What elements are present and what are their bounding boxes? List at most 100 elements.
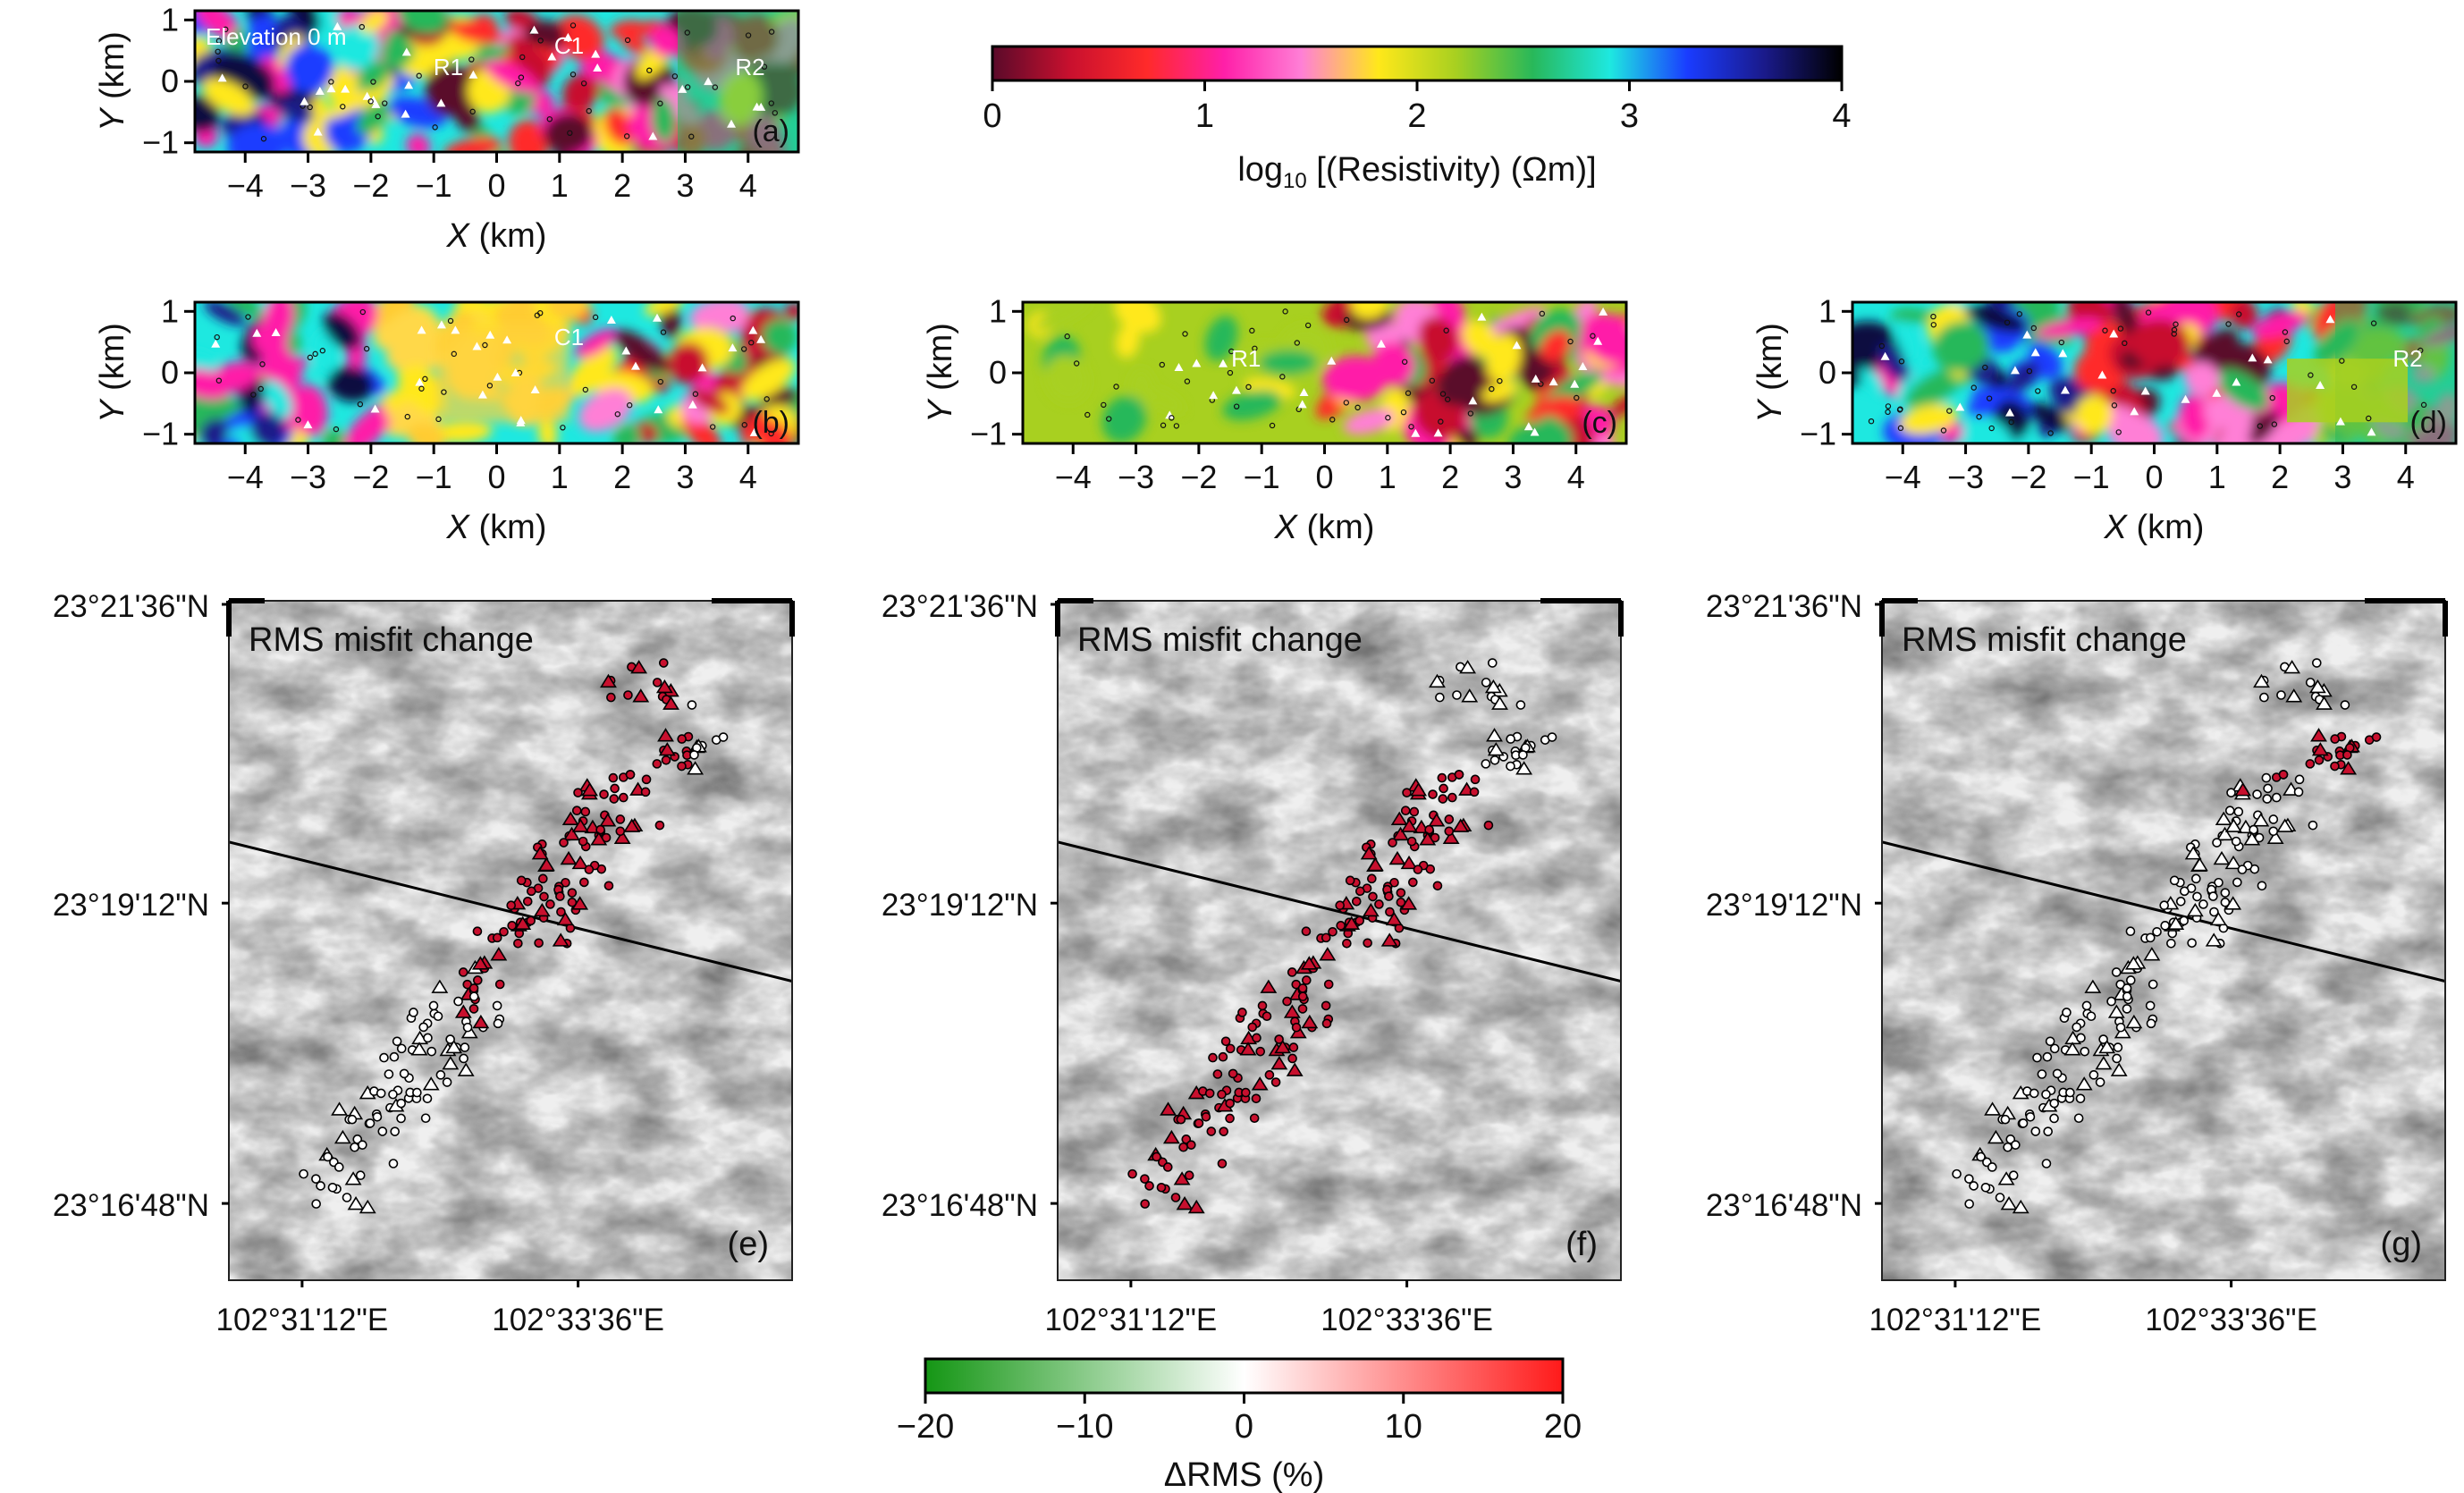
x-tick-label: −4 bbox=[1885, 459, 1921, 495]
panel-label-c: (c) bbox=[1582, 406, 1617, 440]
station-markers bbox=[211, 308, 774, 437]
rms-colorbar-label: ΔRMS (%) bbox=[1164, 1456, 1324, 1493]
feature-label-r1: R1 bbox=[434, 54, 463, 80]
resistivity-colorbar-tick: 0 bbox=[983, 97, 1001, 135]
resistivity-map-d bbox=[1852, 302, 2456, 443]
map-frame bbox=[1057, 600, 1622, 1281]
resistivity-panel-c: −4 −3 −2 −1 0 1 2 3 4 1 0 −1 X (km) Y (km) (c) R1 bbox=[922, 292, 1628, 546]
x-axis-label: X (km) bbox=[1274, 509, 1375, 546]
station-markers bbox=[1127, 658, 1557, 1214]
x-tick-label: 2 bbox=[1441, 459, 1459, 495]
x-tick-label: 0 bbox=[487, 459, 505, 495]
x-tick-label: 3 bbox=[676, 167, 694, 204]
feature-label-r2: R2 bbox=[2392, 345, 2422, 372]
latitude-label: 23°21'36"N bbox=[53, 589, 209, 624]
x-tick-label: −1 bbox=[416, 459, 452, 495]
feature-label-r2: R2 bbox=[735, 54, 764, 80]
topography-g bbox=[1882, 601, 2445, 1280]
x-axis-label: X (km) bbox=[446, 217, 547, 255]
x-tick-label: 1 bbox=[1379, 459, 1397, 495]
rms-colorbar: −20 −10 0 10 20 ΔRMS (%) bbox=[897, 1357, 1582, 1493]
resistivity-map-c bbox=[1023, 302, 1626, 443]
rms-colorbar-tick: −10 bbox=[1056, 1408, 1113, 1446]
resistivity-panel-d: −4 −3 −2 −1 0 1 2 3 4 1 0 −1 X (km) Y (km) (d) R2 bbox=[1751, 292, 2458, 546]
x-tick-label: 4 bbox=[1567, 459, 1585, 495]
resistivity-colorbar-label: log10 [(Resistivity) (Ωm)] bbox=[1237, 151, 1596, 193]
resistivity-colorbar: 0 1 2 3 4 log10 [(Resistivity) (Ωm)] bbox=[983, 45, 1852, 193]
map-frame bbox=[1881, 600, 2446, 1281]
x-axis-label: X (km) bbox=[2104, 509, 2205, 546]
latitude-label: 23°19'12"N bbox=[1706, 888, 1862, 923]
x-tick-label: −2 bbox=[352, 459, 389, 495]
y-tick-label: 1 bbox=[161, 1, 179, 38]
station-markers bbox=[1064, 307, 1608, 437]
resistivity-map-b bbox=[195, 302, 798, 443]
resistivity-colorbar-tick: 4 bbox=[1832, 97, 1851, 135]
profile-line bbox=[229, 840, 792, 983]
map-panel-e: RMS misfit change (e) 23°21'36"N 23°19'12"N… bbox=[53, 589, 795, 1337]
y-axis-label: Y (km) bbox=[1751, 323, 1789, 423]
longitude-label: 102°31'12"E bbox=[216, 1303, 389, 1337]
x-tick-label: −4 bbox=[227, 167, 264, 204]
x-tick-label: 0 bbox=[2145, 459, 2163, 495]
longitude-label: 102°33'36"E bbox=[2145, 1303, 2317, 1337]
x-tick-label: −4 bbox=[1055, 459, 1092, 495]
x-tick-label: 3 bbox=[1504, 459, 1522, 495]
x-tick-label: −3 bbox=[290, 167, 326, 204]
x-tick-label: 3 bbox=[676, 459, 694, 495]
x-tick-label: −3 bbox=[1947, 459, 1984, 495]
x-tick-label: 4 bbox=[739, 459, 757, 495]
rms-colorbar-tick: 10 bbox=[1385, 1408, 1422, 1446]
feature-label-r1: R1 bbox=[1231, 345, 1261, 372]
resistivity-panels: −4 −3 −2 −1 0 1 2 3 4 1 0 −1 X (km) Y (km) (a) Elevatio… bbox=[94, 1, 2458, 546]
resistivity-colorbar-bar bbox=[991, 45, 1844, 82]
y-tick-label: 0 bbox=[989, 354, 1007, 391]
y-axis-label: Y (km) bbox=[94, 31, 131, 131]
y-tick-label: 1 bbox=[161, 292, 179, 329]
y-tick-label: −1 bbox=[970, 416, 1007, 452]
panel-label-d: (d) bbox=[2409, 406, 2447, 440]
x-tick-label: −1 bbox=[416, 167, 452, 204]
latitude-label: 23°19'12"N bbox=[882, 888, 1038, 923]
map-title-g: RMS misfit change bbox=[1902, 621, 2187, 659]
map-frame bbox=[228, 600, 793, 1281]
longitude-label: 102°33'36"E bbox=[492, 1303, 664, 1337]
x-axis-label: X (km) bbox=[446, 509, 547, 546]
panel-label-f: (f) bbox=[1565, 1226, 1598, 1263]
longitude-label: 102°31'12"E bbox=[1869, 1303, 2042, 1337]
map-panel-g: RMS misfit change (g) 23°21'36"N 23°19'12"N… bbox=[1706, 589, 2448, 1337]
resistivity-colorbar-tick: 3 bbox=[1620, 97, 1639, 135]
rms-colorbar-tick: −20 bbox=[897, 1408, 954, 1446]
resistivity-panel-b: −4 −3 −2 −1 0 1 2 3 4 1 0 −1 X (km) Y (km) (b) C1 bbox=[94, 292, 800, 546]
panel-label-b: (b) bbox=[752, 406, 789, 440]
station-markers bbox=[299, 658, 729, 1214]
x-tick-label: 4 bbox=[2397, 459, 2415, 495]
topography-e bbox=[229, 601, 792, 1280]
longitude-label: 102°33'36"E bbox=[1321, 1303, 1493, 1337]
panel-label-a: (a) bbox=[752, 114, 789, 148]
x-tick-label: −2 bbox=[352, 167, 389, 204]
resistivity-panel-a: −4 −3 −2 −1 0 1 2 3 4 1 0 −1 X (km) Y (km) (a) Elevatio… bbox=[94, 1, 800, 255]
station-markers bbox=[1952, 658, 2382, 1214]
x-tick-label: 2 bbox=[2271, 459, 2289, 495]
x-tick-label: 1 bbox=[551, 459, 569, 495]
latitude-label: 23°21'36"N bbox=[1706, 589, 1862, 624]
x-tick-label: 2 bbox=[613, 459, 631, 495]
x-tick-label: 3 bbox=[2333, 459, 2351, 495]
map-title-f: RMS misfit change bbox=[1077, 621, 1363, 659]
y-tick-label: 0 bbox=[161, 63, 179, 99]
rms-colorbar-bar bbox=[924, 1357, 1565, 1395]
map-title-e: RMS misfit change bbox=[249, 621, 534, 659]
resistivity-colorbar-tick: 1 bbox=[1195, 97, 1214, 135]
resistivity-map-a bbox=[195, 11, 798, 152]
x-tick-label: −3 bbox=[290, 459, 326, 495]
station-markers bbox=[1868, 309, 2427, 436]
resistivity-blobs bbox=[1027, 302, 1626, 443]
x-tick-label: −2 bbox=[2010, 459, 2046, 495]
x-tick-label: 4 bbox=[739, 167, 757, 204]
y-tick-label: −1 bbox=[142, 124, 179, 161]
x-tick-label: 1 bbox=[2208, 459, 2226, 495]
x-tick-label: 0 bbox=[1315, 459, 1333, 495]
rms-colorbar-tick: 20 bbox=[1544, 1408, 1582, 1446]
